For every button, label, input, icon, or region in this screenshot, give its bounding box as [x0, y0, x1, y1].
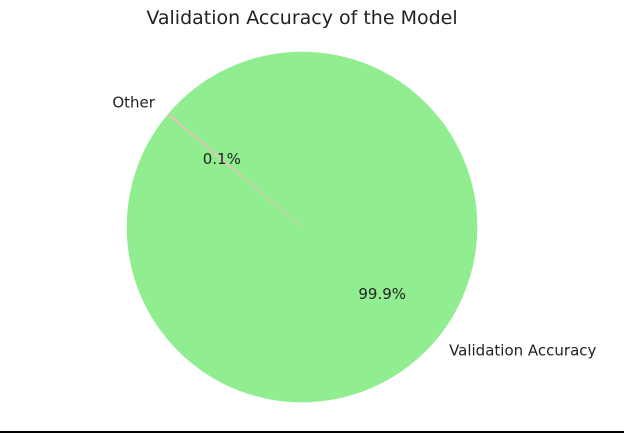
chart-title: Validation Accuracy of the Model	[146, 7, 457, 29]
pie-slices	[126, 51, 478, 403]
slice-pct-validation-accuracy: 99.9%	[358, 285, 406, 303]
slice-label-validation-accuracy: Validation Accuracy	[449, 342, 596, 360]
slice-label-other: Other	[112, 93, 155, 111]
pie-slice-other	[167, 113, 303, 228]
pie-labels: Validation Accuracy 99.9% Other 0.1%	[112, 93, 596, 359]
slice-pct-other: 0.1%	[203, 150, 241, 168]
bottom-divider	[0, 431, 624, 433]
